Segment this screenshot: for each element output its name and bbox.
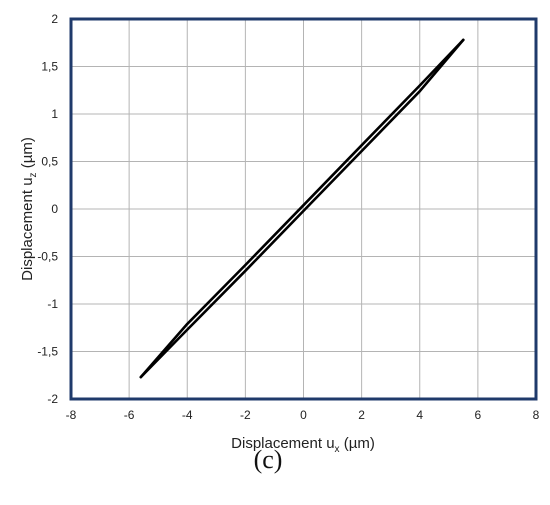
x-tick-labels: -8 -6 -4 -2 0 2 4 6 8 (66, 408, 540, 422)
panel-label: (c) (254, 445, 283, 474)
y-tick-label: -1,5 (37, 345, 58, 359)
x-tick-label: 0 (300, 408, 307, 422)
grid-lines (70, 18, 537, 400)
x-tick-label: -2 (240, 408, 251, 422)
series-line-0 (139, 38, 465, 379)
y-tick-label: 2 (51, 12, 58, 26)
x-tick-label: 4 (416, 408, 423, 422)
y-tick-label: -1 (47, 297, 58, 311)
x-tick-label: 6 (475, 408, 482, 422)
plot-frame (69, 17, 538, 401)
x-axis-label: Displacement ux (µm) (231, 435, 375, 455)
y-axis-label: Displacement uz (µm) (19, 137, 39, 281)
y-tick-labels: -2 -1,5 -1 -0,5 0 0,5 1 1,5 2 (37, 12, 58, 406)
x-tick-label: -8 (66, 408, 77, 422)
y-tick-label: -2 (47, 392, 58, 406)
series-group (139, 38, 465, 379)
y-tick-label: 1 (51, 107, 58, 121)
series-line-1 (139, 38, 465, 379)
x-tick-label: 2 (358, 408, 365, 422)
x-tick-label: -6 (124, 408, 135, 422)
y-tick-label: 1,5 (41, 60, 58, 74)
x-tick-label: 8 (533, 408, 540, 422)
y-tick-label: 0 (51, 202, 58, 216)
x-tick-label: -4 (182, 408, 193, 422)
y-tick-label: 0,5 (41, 155, 58, 169)
y-tick-label: -0,5 (37, 250, 58, 264)
